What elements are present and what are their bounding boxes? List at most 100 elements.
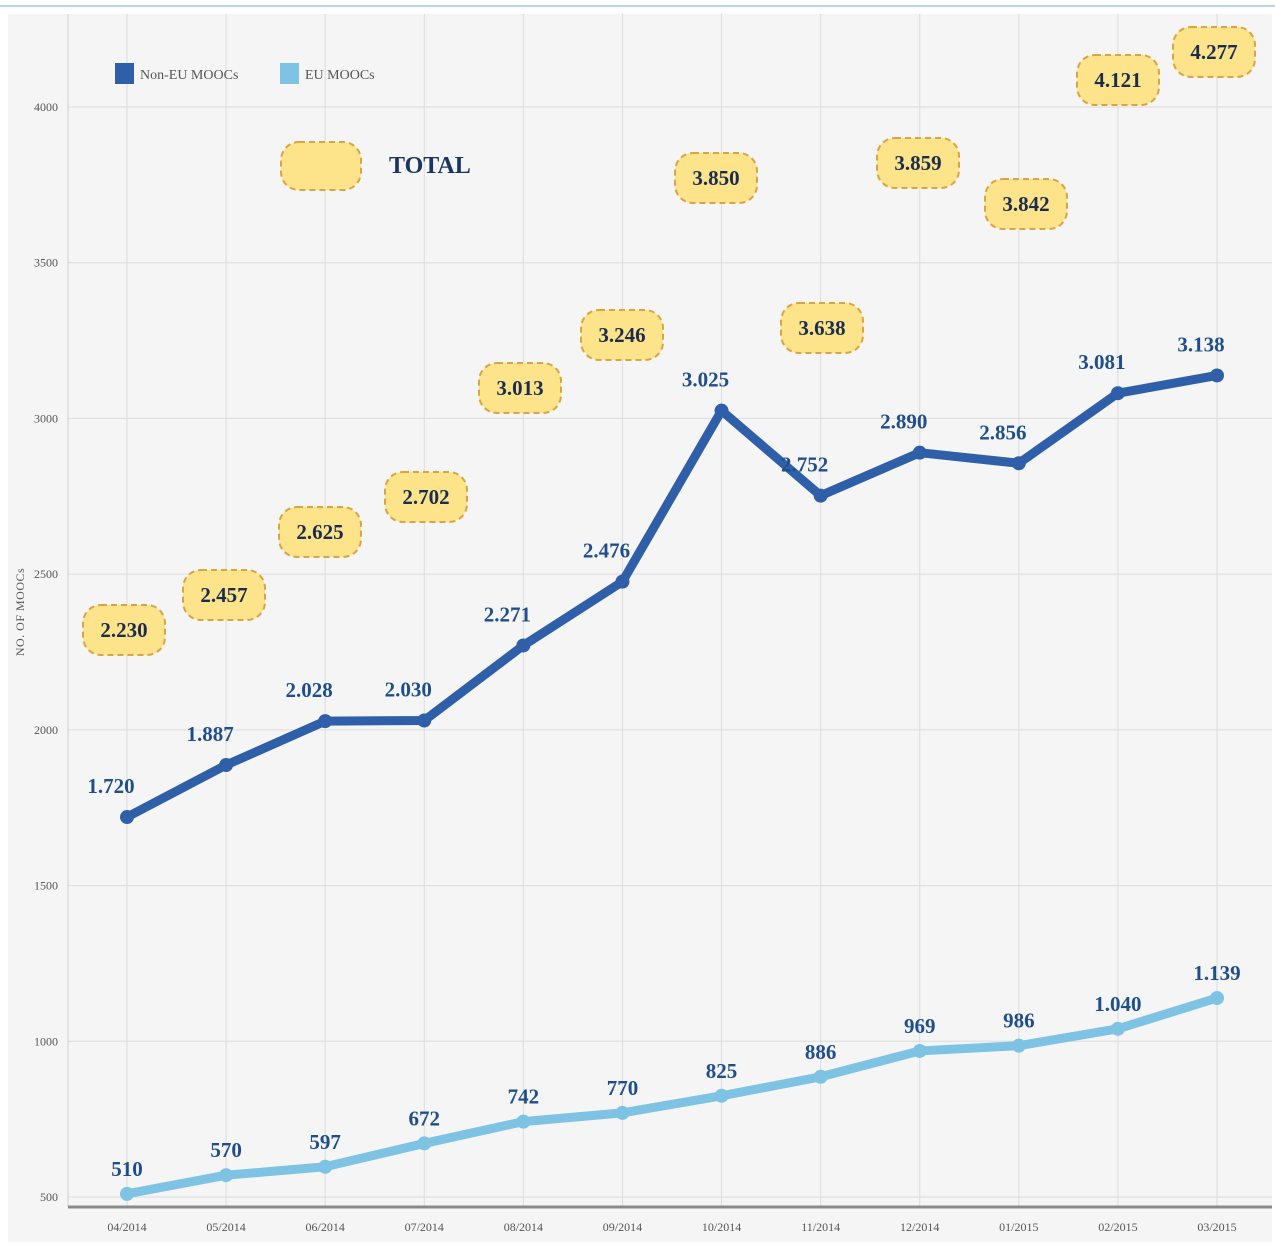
x-tick-label: 11/2014 bbox=[801, 1220, 840, 1234]
data-point-non-eu[interactable] bbox=[1011, 456, 1026, 471]
x-tick-label: 07/2014 bbox=[405, 1220, 444, 1234]
data-label-eu: 570 bbox=[210, 1138, 242, 1162]
data-point-eu[interactable] bbox=[1011, 1038, 1026, 1053]
y-tick-label: 3000 bbox=[34, 411, 58, 425]
data-point-non-eu[interactable] bbox=[219, 758, 234, 773]
x-tick-label: 05/2014 bbox=[206, 1220, 245, 1234]
y-tick-label: 2000 bbox=[34, 723, 58, 737]
series-line-eu bbox=[122, 993, 1222, 1199]
data-point-non-eu[interactable] bbox=[615, 574, 630, 589]
y-tick-label: 1500 bbox=[34, 879, 58, 893]
total-box bbox=[674, 152, 758, 204]
data-label-eu: 672 bbox=[409, 1106, 441, 1130]
data-label-eu: 825 bbox=[706, 1059, 738, 1083]
data-label-eu: 1.040 bbox=[1094, 992, 1141, 1016]
legend-swatch-eu[interactable] bbox=[280, 63, 299, 84]
total-box bbox=[1172, 26, 1256, 78]
x-tick-label: 09/2014 bbox=[603, 1220, 642, 1234]
x-tick-label: 01/2015 bbox=[999, 1220, 1038, 1234]
data-label-non-eu: 2.856 bbox=[979, 420, 1026, 444]
data-point-non-eu[interactable] bbox=[1210, 368, 1224, 383]
data-label-eu: 1.139 bbox=[1193, 961, 1240, 985]
data-labels: 1.720 1.887 2.028 2.030 2.271 2.476 3.025 2.752… bbox=[87, 332, 1240, 1180]
data-label-non-eu: 1.887 bbox=[186, 722, 233, 746]
data-point-eu[interactable] bbox=[417, 1136, 432, 1151]
total-label: 3.859 bbox=[894, 151, 941, 175]
data-point-non-eu[interactable] bbox=[516, 638, 531, 653]
x-tick-label: 10/2014 bbox=[702, 1220, 741, 1234]
data-point-non-eu[interactable] bbox=[714, 403, 729, 418]
y-axis-title: NO. OF MOOCs bbox=[13, 568, 27, 656]
total-label: 4.277 bbox=[1190, 40, 1237, 64]
data-point-non-eu[interactable] bbox=[318, 714, 333, 729]
data-label-non-eu: 3.081 bbox=[1078, 350, 1125, 374]
y-tick-label: 4000 bbox=[34, 100, 58, 114]
legend-label-eu[interactable]: EU MOOCs bbox=[305, 68, 375, 83]
series-line-non-eu bbox=[122, 370, 1222, 822]
data-label-non-eu: 2.752 bbox=[781, 453, 828, 477]
data-point-eu[interactable] bbox=[516, 1114, 531, 1129]
data-point-eu[interactable] bbox=[714, 1088, 729, 1103]
total-label: 2.702 bbox=[402, 485, 449, 509]
total-label: 2.230 bbox=[100, 618, 147, 642]
total-box bbox=[182, 569, 266, 621]
x-tick-label: 06/2014 bbox=[306, 1220, 345, 1234]
total-label: 3.246 bbox=[598, 323, 645, 347]
data-point-eu[interactable] bbox=[120, 1186, 134, 1201]
total-label: 3.638 bbox=[798, 316, 845, 340]
total-label: 2.625 bbox=[296, 520, 343, 544]
data-point-eu[interactable] bbox=[1210, 990, 1224, 1005]
data-label-non-eu: 2.890 bbox=[880, 410, 927, 434]
data-point-non-eu[interactable] bbox=[912, 445, 927, 460]
data-point-non-eu[interactable] bbox=[1110, 386, 1125, 401]
legend-label-non-eu[interactable]: Non-EU MOOCs bbox=[140, 68, 238, 83]
data-point-eu[interactable] bbox=[912, 1043, 927, 1058]
data-label-eu: 510 bbox=[111, 1157, 143, 1181]
data-point-eu[interactable] bbox=[219, 1168, 234, 1183]
data-point-eu[interactable] bbox=[318, 1159, 333, 1174]
data-label-eu: 597 bbox=[309, 1130, 341, 1154]
total-box bbox=[478, 362, 562, 414]
x-tick-label: 08/2014 bbox=[504, 1220, 543, 1234]
data-point-non-eu[interactable] bbox=[417, 713, 432, 728]
total-label: 3.850 bbox=[692, 166, 739, 190]
x-tick-label: 04/2014 bbox=[107, 1220, 146, 1234]
legend-swatch-non-eu[interactable] bbox=[115, 63, 134, 84]
data-label-eu: 770 bbox=[607, 1076, 639, 1100]
data-label-eu: 969 bbox=[904, 1014, 936, 1038]
total-box bbox=[984, 178, 1068, 230]
x-tick-label: 12/2014 bbox=[900, 1220, 939, 1234]
x-tick-label: 02/2015 bbox=[1098, 1220, 1137, 1234]
series bbox=[120, 368, 1224, 1201]
data-label-non-eu: 2.271 bbox=[484, 602, 531, 626]
legend[interactable]: Non-EU MOOCs EU MOOCs bbox=[115, 63, 375, 84]
x-tick-label: 03/2015 bbox=[1197, 1220, 1236, 1234]
total-label: 3.842 bbox=[1002, 192, 1049, 216]
data-point-non-eu[interactable] bbox=[813, 488, 828, 503]
total-label: 4.121 bbox=[1094, 68, 1141, 92]
total-annotations: 2.230 2.457 2.625 2.702 3.013 3.246 3.850 3.638… bbox=[82, 26, 1256, 656]
data-point-eu[interactable] bbox=[615, 1105, 630, 1120]
axes: 500 1000 1500 2000 2500 3000 3500 4000 04/2014 05… bbox=[13, 14, 1272, 1234]
grid bbox=[68, 14, 1272, 1207]
data-label-non-eu: 3.025 bbox=[682, 368, 729, 392]
data-point-eu[interactable] bbox=[1110, 1021, 1125, 1036]
data-label-non-eu: 2.028 bbox=[286, 678, 333, 702]
data-label-non-eu: 2.030 bbox=[385, 678, 432, 702]
total-label: 2.457 bbox=[200, 583, 247, 607]
y-tick-label: 3500 bbox=[34, 256, 58, 270]
total-box bbox=[1076, 54, 1160, 106]
data-point-eu[interactable] bbox=[813, 1069, 828, 1084]
plot-background bbox=[8, 14, 1272, 1242]
data-label-non-eu: 1.720 bbox=[87, 774, 134, 798]
data-label-non-eu: 2.476 bbox=[583, 539, 630, 563]
total-box bbox=[384, 471, 468, 523]
total-box bbox=[82, 604, 166, 656]
data-point-non-eu[interactable] bbox=[120, 810, 134, 825]
total-box bbox=[580, 309, 664, 361]
data-label-eu: 986 bbox=[1003, 1009, 1035, 1033]
total-legend-label: TOTAL bbox=[389, 153, 471, 179]
y-tick-label: 2500 bbox=[34, 567, 58, 581]
